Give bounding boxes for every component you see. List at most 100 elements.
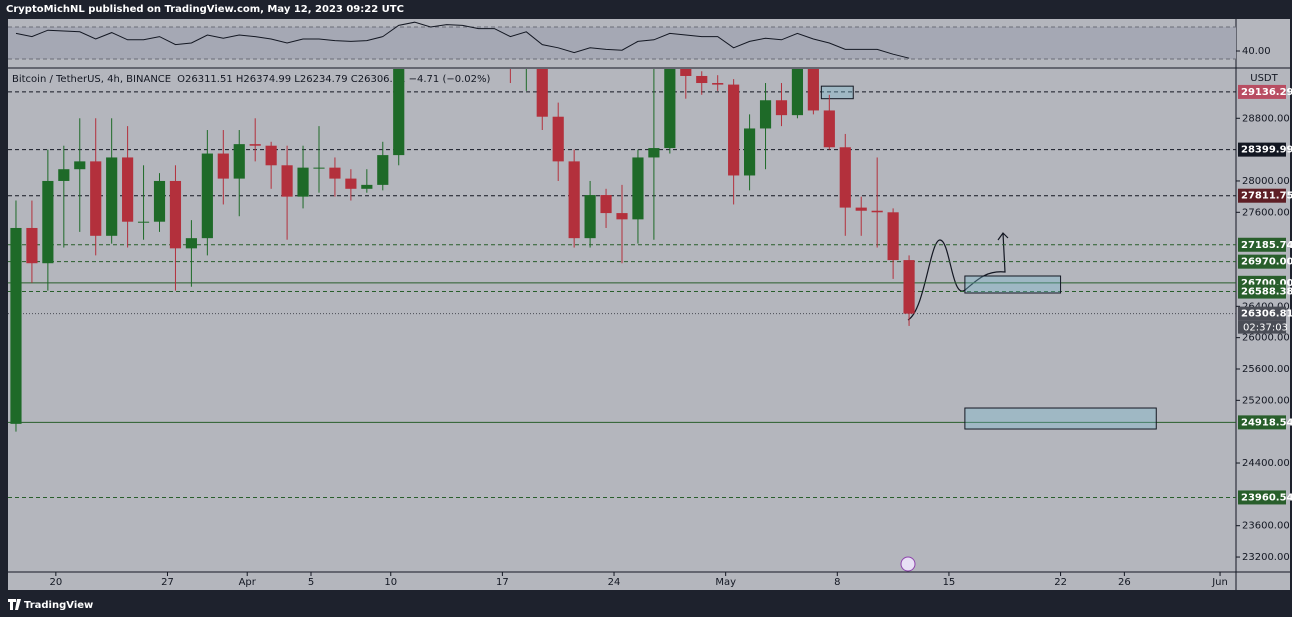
event-icon xyxy=(900,556,916,572)
price-level-label: 27185.74 xyxy=(1241,240,1292,251)
candle-body xyxy=(823,110,835,148)
brand-logo xyxy=(8,599,21,610)
candle-body xyxy=(361,184,373,189)
candle-body xyxy=(265,145,277,166)
candle-body xyxy=(903,260,915,314)
candle-body xyxy=(728,84,740,176)
x-tick-label: 26 xyxy=(1118,577,1131,588)
price-level-label: 26970.00 xyxy=(1241,257,1292,268)
price-level-tag xyxy=(1238,142,1286,157)
candle-body xyxy=(600,195,612,214)
price-level-label: 26588.38 xyxy=(1241,287,1292,298)
y-tick-label: 28800.00 xyxy=(1242,113,1290,124)
price-level-tag xyxy=(1238,306,1286,321)
y-tick-label: 27600.00 xyxy=(1242,207,1290,218)
candle-body xyxy=(791,69,804,116)
x-tick-label: 17 xyxy=(496,577,509,588)
y-tick-label: 25200.00 xyxy=(1242,395,1290,406)
price-level-tag xyxy=(1238,237,1286,252)
price-level-label: 24918.54 xyxy=(1241,417,1292,428)
y-tick-label: 23200.00 xyxy=(1242,552,1290,563)
candle-body xyxy=(648,148,660,158)
candle-body xyxy=(122,157,134,222)
x-tick-label: 5 xyxy=(308,577,314,588)
projection-arrow xyxy=(907,232,1009,321)
candle-body xyxy=(377,155,389,185)
candle-body xyxy=(887,212,899,261)
price-level-tag xyxy=(1238,254,1286,269)
x-tick-label: 27 xyxy=(161,577,174,588)
x-tick-label: 10 xyxy=(384,577,397,588)
candle-body xyxy=(871,210,883,213)
candle-body xyxy=(775,100,788,116)
price-level-label: 26700.00 xyxy=(1241,278,1292,289)
candle-body xyxy=(855,207,867,211)
x-tick-label: 8 xyxy=(834,577,840,588)
candle-body xyxy=(568,161,580,239)
candle-body xyxy=(584,195,596,239)
candle-body xyxy=(744,128,756,176)
price-pane xyxy=(8,69,1236,498)
price-level-label: 28399.99 xyxy=(1241,145,1292,156)
y-tick-label: 23600.00 xyxy=(1242,521,1290,532)
price-level-label: 26306.81 xyxy=(1241,309,1292,320)
candle-body xyxy=(345,178,357,189)
x-tick-label: Jun xyxy=(1211,577,1228,588)
zone xyxy=(964,275,1062,294)
candle-body xyxy=(281,165,293,197)
header-title: CryptoMichNL published on TradingView.co… xyxy=(6,4,404,15)
symbol: Bitcoin / TetherUS, 4h, BINANCE xyxy=(12,74,171,85)
rsi-line xyxy=(15,21,910,59)
candle-body xyxy=(313,167,325,169)
zone xyxy=(820,85,854,100)
candle-body xyxy=(807,69,819,111)
candle-body xyxy=(217,153,229,179)
candle-body xyxy=(297,167,309,197)
rsi-tick-label: 40.00 xyxy=(1242,46,1271,57)
candle-body xyxy=(74,161,86,170)
chart-background xyxy=(8,19,1290,590)
candle-body xyxy=(249,144,261,146)
candle-body xyxy=(137,221,150,223)
price-level-label: 27811.75 xyxy=(1241,191,1292,202)
ohlc: O26311.51 H26374.99 L26234.79 C26306.81 … xyxy=(177,74,490,85)
x-tick-label: 22 xyxy=(1054,577,1067,588)
countdown-tag xyxy=(1238,320,1286,334)
candle-body xyxy=(664,69,676,149)
price-level-tag xyxy=(1238,415,1286,430)
candle-body xyxy=(153,180,166,222)
candle-body xyxy=(696,75,708,84)
candle-body xyxy=(616,213,628,220)
candle-body xyxy=(233,144,245,179)
candle-body xyxy=(712,83,724,85)
countdown: 02:37:03 xyxy=(1243,323,1288,334)
candle-body xyxy=(329,167,341,179)
candle-body xyxy=(58,169,70,181)
y-tick-label: 25600.00 xyxy=(1242,364,1290,375)
rsi-pane xyxy=(8,21,1236,60)
candle-body xyxy=(10,227,22,424)
price-level-tag xyxy=(1238,84,1286,99)
price-level-label: 23960.54 xyxy=(1241,492,1292,503)
x-tick-label: May xyxy=(715,577,736,588)
candle-body xyxy=(680,69,692,76)
candle-body xyxy=(552,116,564,162)
y-tick-label: 26000.00 xyxy=(1242,333,1290,344)
candle-body xyxy=(185,238,197,249)
candle-body xyxy=(632,157,644,220)
price-level-label: 29136.29 xyxy=(1241,87,1292,98)
rsi-band xyxy=(8,27,1236,59)
x-tick-label: 24 xyxy=(608,577,621,588)
candle-body xyxy=(42,180,54,264)
price-level-tag xyxy=(1238,490,1286,505)
candle-body xyxy=(759,100,772,129)
candle-body xyxy=(26,227,38,264)
zone xyxy=(964,407,1157,430)
legend: Bitcoin / TetherUS, 4h, BINANCE O26311.51… xyxy=(12,74,490,85)
price-level-tag xyxy=(1238,284,1286,299)
x-tick-label: 20 xyxy=(49,577,62,588)
price-level-tag xyxy=(1238,188,1286,203)
candle-body xyxy=(106,157,118,236)
